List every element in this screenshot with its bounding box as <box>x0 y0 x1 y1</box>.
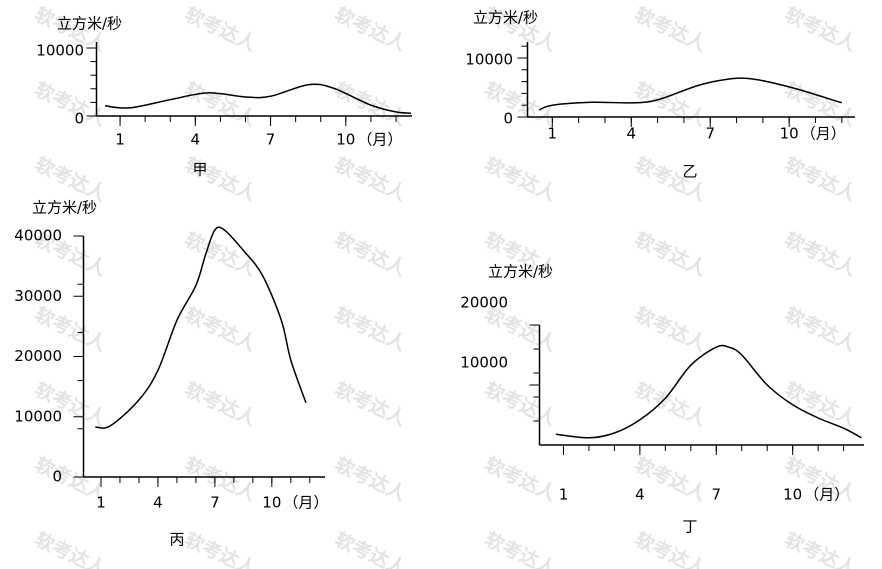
y-tick-label: 0 <box>503 110 513 128</box>
y-tick-label: 30000 <box>14 287 62 305</box>
x-tick-label: 7 <box>705 125 715 143</box>
x-tick-label: 7 <box>712 486 722 504</box>
y-tick-label: 10000 <box>36 42 84 60</box>
watermark: 软考达人 <box>331 153 411 206</box>
watermark: 软考达人 <box>331 303 411 356</box>
x-tick-label: 7 <box>210 494 220 512</box>
x-unit: （月） <box>357 131 402 149</box>
watermark: 软考达人 <box>481 78 561 131</box>
x-unit: （月） <box>283 494 328 512</box>
x-unit: （月） <box>801 125 846 143</box>
x-tick-label: 1 <box>96 494 106 512</box>
x-axis-title: 甲 <box>192 161 207 179</box>
watermark: 软考达人 <box>331 453 411 506</box>
watermark: 软考达人 <box>31 528 111 569</box>
y-tick-label: 20000 <box>460 294 508 312</box>
watermark: 软考达人 <box>781 303 861 356</box>
y-tick-label: 20000 <box>14 347 62 365</box>
watermark: 软考达人 <box>631 3 711 56</box>
y-axis-title: 立方米/秒 <box>57 15 122 33</box>
watermark: 软考达人 <box>631 228 711 281</box>
watermark: 软考达人 <box>331 3 411 56</box>
y-tick-label: 10000 <box>14 407 62 425</box>
watermark: 软考达人 <box>181 528 261 569</box>
y-axis-title: 立方米/秒 <box>32 199 97 217</box>
x-tick-label: 4 <box>635 486 645 504</box>
x-tick-label: 10 <box>783 486 802 504</box>
watermark: 软考达人 <box>181 378 261 431</box>
flow-line <box>104 83 412 115</box>
x-tick-label: 1 <box>115 131 125 149</box>
flow-line <box>538 77 843 111</box>
watermark: 软考达人 <box>181 78 261 131</box>
watermark: 软考达人 <box>331 78 411 131</box>
watermark: 软考达人 <box>331 528 411 569</box>
watermark: 软考达人 <box>781 153 861 206</box>
x-tick-label: 1 <box>559 486 569 504</box>
watermark: 软考达人 <box>481 378 561 431</box>
x-axis-title: 丙 <box>169 531 184 549</box>
watermark: 软考达人 <box>331 228 411 281</box>
x-unit: （月） <box>804 486 849 504</box>
watermark: 软考达人 <box>31 78 111 131</box>
x-tick-label: 7 <box>266 131 276 149</box>
x-tick-label: 4 <box>153 494 163 512</box>
x-axis-title: 丁 <box>682 518 697 536</box>
y-axis-title: 立方米/秒 <box>488 263 553 281</box>
x-tick-label: 4 <box>627 125 637 143</box>
flow-line <box>95 226 307 429</box>
watermark: 软考达人 <box>181 3 261 56</box>
y-axis-title: 立方米/秒 <box>473 9 538 27</box>
watermark: 软考达人 <box>631 153 711 206</box>
y-tick-label: 10000 <box>460 354 508 372</box>
watermark: 软考达人 <box>631 378 711 431</box>
watermark: 软考达人 <box>181 453 261 506</box>
watermark: 软考达人 <box>631 528 711 569</box>
y-tick-label: 0 <box>74 110 84 128</box>
y-tick-label: 40000 <box>14 227 62 245</box>
flow-line <box>555 344 862 439</box>
watermark: 软考达人 <box>781 528 861 569</box>
y-tick-label: 10000 <box>465 51 513 69</box>
watermark: 软考达人 <box>781 78 861 131</box>
x-tick-label: 4 <box>191 131 201 149</box>
watermark: 软考达人 <box>481 453 561 506</box>
watermark: 软考达人 <box>331 378 411 431</box>
x-tick-label: 10 <box>336 131 355 149</box>
watermark: 软考达人 <box>181 303 261 356</box>
watermark: 软考达人 <box>631 303 711 356</box>
watermark: 软考达人 <box>481 153 561 206</box>
watermark: 软考达人 <box>181 228 261 281</box>
x-tick-label: 10 <box>262 494 281 512</box>
x-axis-title: 乙 <box>682 163 697 181</box>
y-tick-label: 0 <box>52 468 62 486</box>
x-tick-label: 1 <box>548 125 558 143</box>
watermark: 软考达人 <box>781 228 861 281</box>
watermark: 软考达人 <box>781 3 861 56</box>
watermark: 软考达人 <box>481 528 561 569</box>
x-tick-label: 10 <box>780 125 799 143</box>
